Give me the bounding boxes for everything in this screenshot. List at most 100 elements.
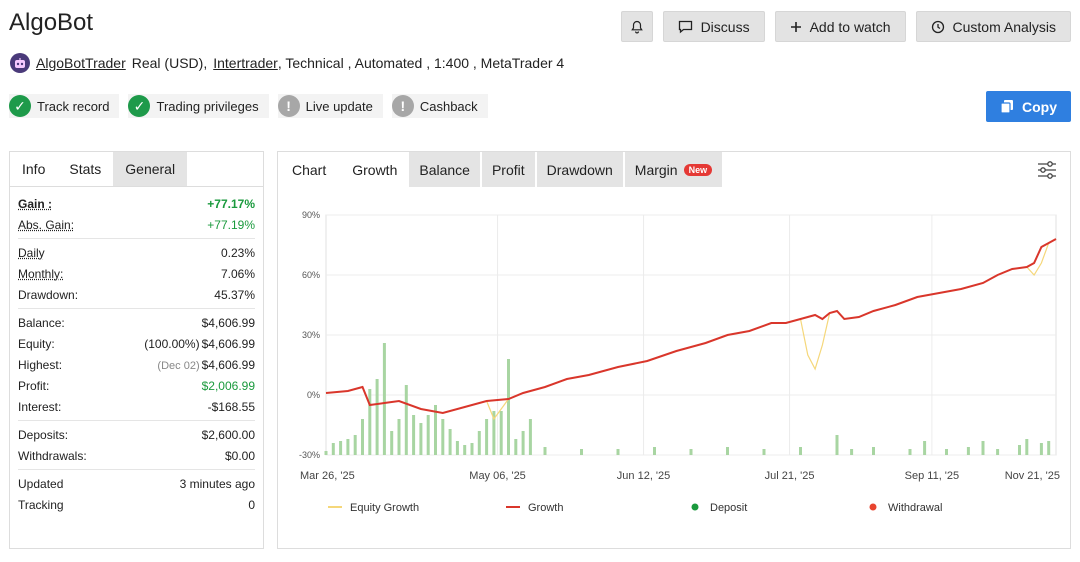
notify-button[interactable] <box>620 11 653 42</box>
deposit-bar <box>872 447 875 455</box>
legend: Equity Growth Growth Deposit Withdrawal <box>328 502 942 514</box>
deposit-bar <box>923 441 927 455</box>
y-tick-label: 60% <box>302 270 320 280</box>
deposit-bar <box>485 419 489 455</box>
tab-info[interactable]: Info <box>10 152 58 186</box>
discuss-button[interactable]: Discuss <box>662 11 765 42</box>
account-type: Real (USD), <box>131 55 208 71</box>
deposit-bar <box>492 411 496 455</box>
analysis-label: Custom Analysis <box>952 18 1056 35</box>
settings-sliders-icon[interactable] <box>1036 160 1058 180</box>
stat-balance: Balance: $4,606.99 <box>18 312 255 333</box>
copy-button[interactable]: Copy <box>986 91 1071 122</box>
stat-abs-gain: Abs. Gain: +77.19% <box>18 214 255 235</box>
exclamation-icon: ! <box>391 95 414 117</box>
stat-label[interactable]: Daily <box>18 245 45 260</box>
robot-icon <box>15 58 25 68</box>
copy-label: Copy <box>1022 98 1057 115</box>
stat-sub: (Dec 02) <box>157 359 200 372</box>
badge-label: Cashback <box>419 98 478 114</box>
stat-label: Balance: <box>18 315 65 330</box>
deposit-bar <box>1039 443 1043 455</box>
stat-value: 0.23% <box>220 245 255 260</box>
plus-icon <box>790 21 801 32</box>
deposit-bar <box>412 415 416 455</box>
left-tabs: Info Stats General <box>10 152 263 187</box>
stat-gain: Gain : +77.17% <box>18 193 255 214</box>
account-meta: AlgoBotTrader Real (USD), Intertrader , … <box>10 53 564 73</box>
deposit-bar <box>514 439 518 455</box>
deposit-bar <box>521 431 525 455</box>
deposit-bar <box>996 449 1000 455</box>
page-title: AlgoBot <box>9 9 94 36</box>
stat-tracking: Tracking 0 <box>18 494 255 515</box>
badge-label: Track record <box>37 98 110 114</box>
deposit-bar <box>397 419 401 455</box>
badge-cashback[interactable]: ! Cashback <box>391 94 488 118</box>
deposit-bar <box>426 415 430 455</box>
chart-panel: Chart Growth Balance Profit Drawdown Mar… <box>277 151 1071 549</box>
comment-icon <box>678 20 692 33</box>
deposit-bar <box>945 449 948 455</box>
deposit-bar <box>346 439 350 455</box>
stat-label: Equity: <box>18 336 55 351</box>
deposit-bar <box>353 435 357 455</box>
check-icon: ✓ <box>128 95 151 117</box>
tab-chart[interactable]: Chart <box>278 152 341 187</box>
deposit-bar <box>331 443 335 455</box>
deposit-bar <box>382 343 386 455</box>
deposit-bar <box>375 379 379 455</box>
stats-panel: Info Stats General Gain : +77.17% Abs. Ga… <box>9 151 264 549</box>
exclamation-icon: ! <box>277 95 300 117</box>
badge-live-update[interactable]: ! Live update <box>277 94 383 118</box>
stat-value: 45.37% <box>214 287 255 302</box>
add-to-watch-button[interactable]: Add to watch <box>774 11 906 42</box>
avatar[interactable] <box>10 53 30 73</box>
badge-label: Live update <box>305 98 373 114</box>
deposit-bar <box>528 419 532 455</box>
custom-analysis-button[interactable]: Custom Analysis <box>915 11 1071 42</box>
legend-deposit-swatch <box>691 503 699 511</box>
stat-value: -$168.55 <box>207 399 255 414</box>
y-tick-label: 30% <box>302 330 320 340</box>
divider <box>18 420 255 421</box>
tab-drawdown[interactable]: Drawdown <box>536 152 623 187</box>
badge-track-record[interactable]: ✓ Track record <box>9 94 120 118</box>
clock-icon <box>931 20 944 33</box>
tab-profit[interactable]: Profit <box>481 152 535 187</box>
stat-label: Highest: <box>18 357 63 372</box>
tab-general[interactable]: General <box>113 152 188 186</box>
legend-equity-growth: Equity Growth <box>350 502 419 514</box>
stat-value: $2,006.99 <box>201 378 255 393</box>
broker-link[interactable]: Intertrader <box>213 55 278 71</box>
bell-icon <box>630 20 643 33</box>
tab-balance[interactable]: Balance <box>409 152 480 187</box>
divider <box>18 469 255 470</box>
stat-value: 7.06% <box>220 266 255 281</box>
badge-trading-privileges[interactable]: ✓ Trading privileges <box>128 94 269 118</box>
x-axis-ticks: Mar 26, '25 May 06, '25 Jun 12, '25 Jul 21,… <box>300 470 1060 482</box>
user-link[interactable]: AlgoBotTrader <box>36 55 126 71</box>
legend-withdrawal: Withdrawal <box>888 502 942 514</box>
x-tick-label: Jul 21, '25 <box>765 470 815 482</box>
copy-icon <box>1000 100 1013 114</box>
deposit-bar <box>689 449 693 455</box>
x-tick-label: Jun 12, '25 <box>617 470 670 482</box>
top-actions: Discuss Add to watch Custom Analysis <box>620 11 1071 42</box>
growth-line <box>325 238 1057 415</box>
y-tick-label: -30% <box>299 450 320 460</box>
tab-margin[interactable]: Margin New <box>624 152 723 187</box>
deposit-bar <box>368 389 372 455</box>
tab-growth[interactable]: Growth <box>342 152 408 187</box>
stat-value: $4,606.99 <box>201 336 255 351</box>
deposit-bar <box>390 431 394 455</box>
stat-label[interactable]: Monthly: <box>18 266 64 281</box>
stat-label[interactable]: Gain : <box>18 196 53 211</box>
stat-label: Profit: <box>18 378 50 393</box>
tab-stats[interactable]: Stats <box>57 152 114 186</box>
stat-value: 0 <box>248 497 255 512</box>
x-tick-label: May 06, '25 <box>469 470 526 482</box>
stat-withdrawals: Withdrawals: $0.00 <box>18 445 255 466</box>
stat-label[interactable]: Abs. Gain: <box>18 217 75 232</box>
y-tick-label: 90% <box>302 210 320 220</box>
